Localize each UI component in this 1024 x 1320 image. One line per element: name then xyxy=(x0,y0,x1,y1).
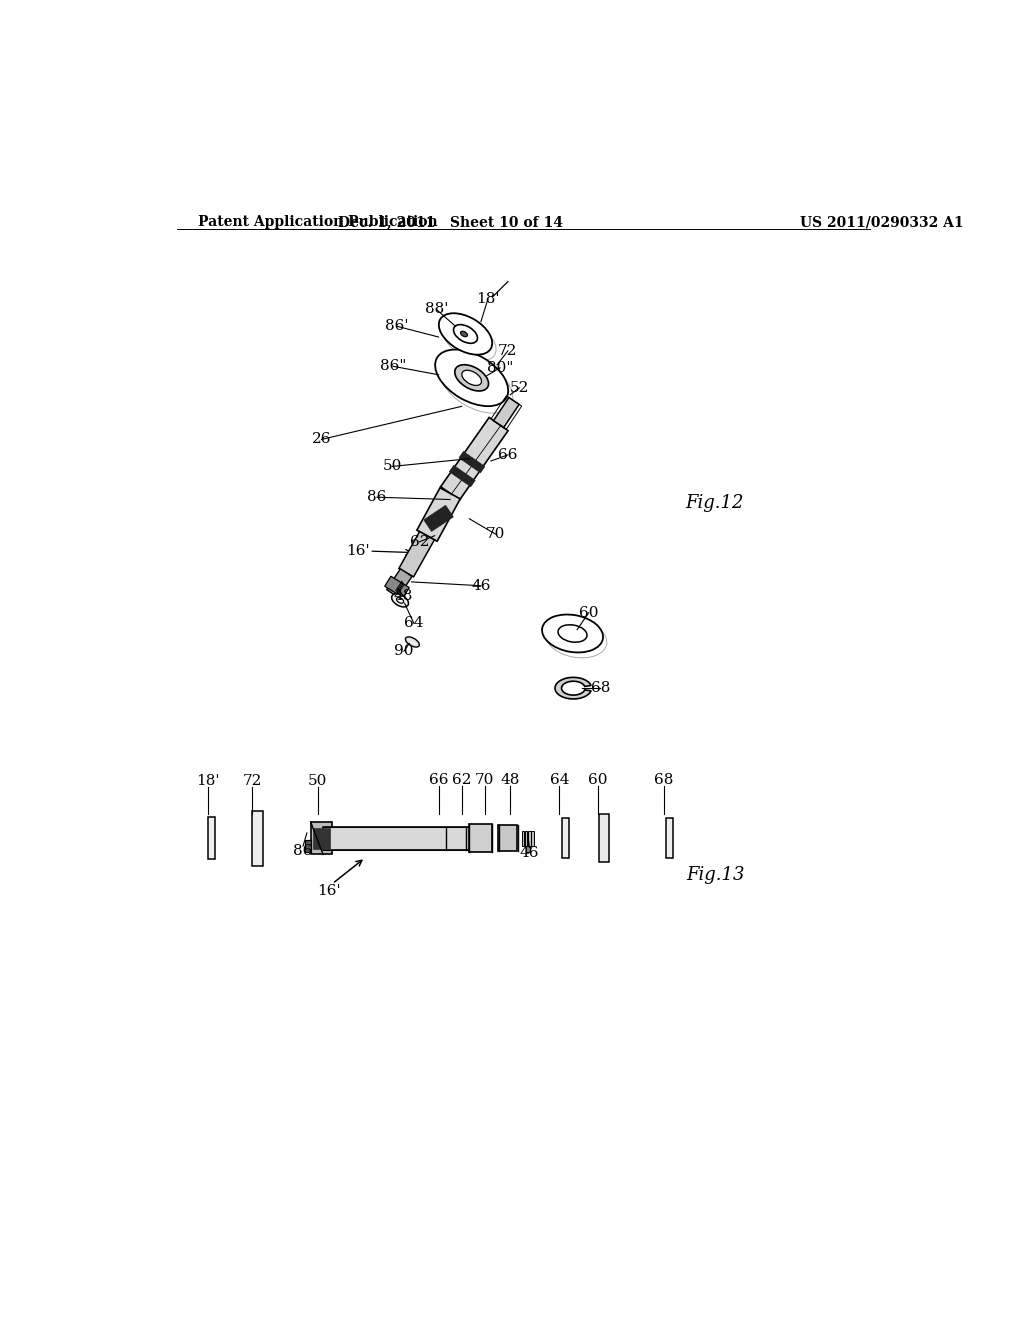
Text: 16': 16' xyxy=(346,544,370,558)
Text: 18': 18' xyxy=(476,292,500,306)
Text: 46: 46 xyxy=(471,578,490,593)
Text: Fig.13: Fig.13 xyxy=(686,866,745,883)
Polygon shape xyxy=(417,488,460,541)
Text: 60: 60 xyxy=(579,606,598,619)
Bar xyxy=(469,825,493,853)
Text: 86": 86" xyxy=(380,359,407,374)
Bar xyxy=(599,814,608,862)
Text: Dec. 1, 2011   Sheet 10 of 14: Dec. 1, 2011 Sheet 10 of 14 xyxy=(338,215,562,230)
Text: US 2011/0290332 A1: US 2011/0290332 A1 xyxy=(801,215,964,230)
Text: Fig.12: Fig.12 xyxy=(685,495,743,512)
Text: 18': 18' xyxy=(196,774,219,788)
Text: 70: 70 xyxy=(475,772,495,787)
Ellipse shape xyxy=(396,598,403,603)
Text: 86: 86 xyxy=(368,490,387,504)
Text: 52: 52 xyxy=(510,381,529,395)
Polygon shape xyxy=(555,677,591,698)
Ellipse shape xyxy=(454,325,477,343)
Bar xyxy=(525,830,527,846)
Bar xyxy=(499,825,517,851)
Text: 88': 88' xyxy=(425,302,447,317)
Bar xyxy=(562,818,569,858)
Text: 26: 26 xyxy=(311,433,332,446)
Text: 64: 64 xyxy=(550,772,569,787)
Text: 60: 60 xyxy=(588,772,607,787)
Text: Patent Application Publication: Patent Application Publication xyxy=(199,215,438,230)
Ellipse shape xyxy=(455,364,488,391)
Bar xyxy=(208,817,215,859)
Bar xyxy=(304,840,310,853)
Text: 86: 86 xyxy=(293,845,312,858)
Text: 70: 70 xyxy=(485,527,505,541)
Bar xyxy=(531,830,534,846)
Polygon shape xyxy=(440,417,508,500)
Ellipse shape xyxy=(391,594,409,607)
Bar xyxy=(310,822,333,854)
Ellipse shape xyxy=(406,636,419,647)
Text: 72: 72 xyxy=(243,774,262,788)
Ellipse shape xyxy=(462,371,481,385)
Ellipse shape xyxy=(439,313,493,355)
Text: 66: 66 xyxy=(498,447,517,462)
Bar xyxy=(522,830,524,846)
Text: 66: 66 xyxy=(429,772,449,787)
Bar xyxy=(528,830,530,846)
Polygon shape xyxy=(398,532,434,577)
Polygon shape xyxy=(385,577,410,598)
Text: 16': 16' xyxy=(316,884,340,899)
Bar xyxy=(252,810,263,866)
Text: 48: 48 xyxy=(501,772,520,787)
Text: 46: 46 xyxy=(519,846,540,859)
Ellipse shape xyxy=(461,331,468,337)
Text: 90: 90 xyxy=(394,644,414,659)
Ellipse shape xyxy=(558,624,587,643)
Text: 62: 62 xyxy=(410,535,429,549)
Ellipse shape xyxy=(542,615,603,652)
Ellipse shape xyxy=(435,350,508,407)
Text: 62: 62 xyxy=(452,772,471,787)
Text: 72: 72 xyxy=(498,345,517,358)
Bar xyxy=(525,846,530,853)
Text: 80": 80" xyxy=(487,360,513,375)
Polygon shape xyxy=(424,506,454,532)
Text: 64: 64 xyxy=(404,616,424,631)
Polygon shape xyxy=(450,466,475,487)
Text: 68: 68 xyxy=(654,772,674,787)
Bar xyxy=(666,818,673,858)
Polygon shape xyxy=(387,569,412,597)
Text: 48: 48 xyxy=(393,589,413,603)
Text: 68: 68 xyxy=(591,681,610,696)
Bar xyxy=(323,826,493,850)
Text: 50: 50 xyxy=(383,459,402,474)
Text: 50: 50 xyxy=(308,774,328,788)
Polygon shape xyxy=(494,397,519,428)
Bar xyxy=(313,828,330,849)
Text: 86': 86' xyxy=(385,319,409,333)
Polygon shape xyxy=(459,451,485,473)
